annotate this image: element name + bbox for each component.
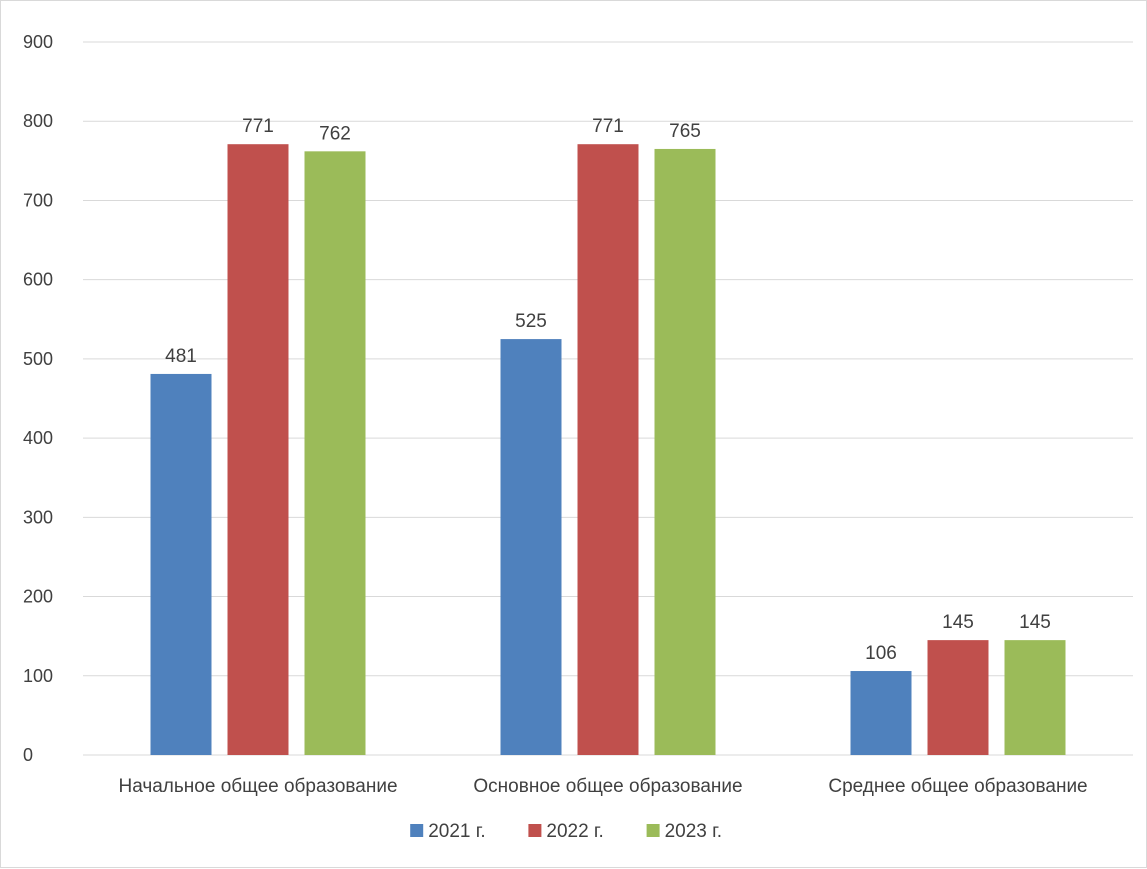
legend-swatch [410,824,424,837]
bar [304,151,366,755]
bar [500,339,562,755]
legend-label: 2021 г. [428,821,485,842]
data-label: 762 [319,123,351,144]
bar [227,144,289,756]
y-tick-label: 400 [23,428,53,448]
data-label: 771 [242,116,274,137]
bar [927,640,989,755]
data-label: 145 [942,612,974,633]
y-tick-label: 100 [23,666,53,686]
legend-swatch [646,824,660,837]
y-tick-label: 300 [23,507,53,527]
data-label: 525 [515,311,547,332]
legend-swatch [528,824,542,837]
y-tick-label: 900 [23,32,53,52]
legend-label: 2022 г. [546,821,603,842]
bar [577,144,639,756]
data-label: 481 [165,346,197,367]
x-category-label: Основное общее образование [473,776,742,797]
legend-label: 2023 г. [665,821,722,842]
bar [654,148,716,755]
y-tick-label: 700 [23,190,53,210]
x-category-label: Среднее общее образование [828,776,1087,797]
y-tick-label: 500 [23,349,53,369]
data-label: 771 [592,116,624,137]
data-label: 145 [1019,612,1051,633]
bar [850,671,912,755]
data-label: 106 [865,643,897,664]
bar [150,373,212,755]
y-tick-label: 800 [23,111,53,131]
data-label: 765 [669,121,701,142]
y-tick-label: 600 [23,270,53,290]
bar [1004,640,1066,755]
x-category-label: Начальное общее образование [118,776,397,797]
y-tick-label: 0 [23,745,33,765]
y-tick-label: 200 [23,587,53,607]
